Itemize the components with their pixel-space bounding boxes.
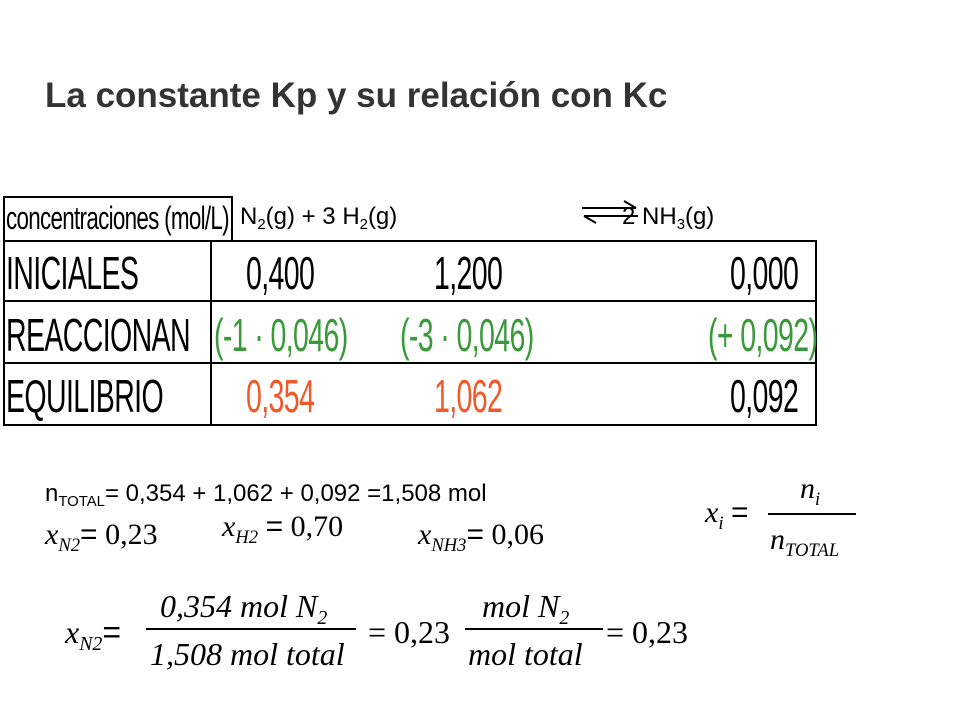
cell-text: 1,200	[434, 247, 503, 299]
equilibrium-arrow	[582, 200, 638, 224]
cell-text: (-3 · 0,046)	[400, 309, 534, 361]
equals: =	[265, 510, 284, 543]
cell: (+ 0,092)	[708, 308, 884, 362]
cell: (-1 · 0,046)	[214, 308, 430, 362]
text: 0,354 mol N	[160, 588, 318, 624]
value: 0,23	[105, 518, 158, 551]
subscript: N2	[58, 534, 81, 556]
denominator: nTOTAL	[770, 523, 839, 561]
numerator: 0,354 mol N2	[160, 588, 327, 629]
mole-fraction: xH2 = 0,70	[222, 510, 344, 548]
numerator: ni	[800, 472, 820, 510]
title: La constante Kp y su relación con Kc	[45, 76, 668, 115]
denominator: 1,508 mol total	[150, 636, 345, 672]
row-label: INICIALES	[6, 247, 139, 299]
cell: 0,000	[730, 246, 840, 300]
symbol: x	[45, 518, 59, 551]
formula-part: N	[240, 203, 258, 230]
denominator: mol total	[468, 636, 583, 672]
formula-subscript: 3	[676, 217, 685, 234]
subscript: i	[815, 488, 821, 510]
subscript: 2	[317, 606, 328, 629]
subscript: i	[718, 512, 724, 534]
subscript: TOTAL	[785, 539, 840, 561]
subscript: H2	[235, 526, 259, 548]
cell-text: (+ 0,092)	[708, 309, 818, 361]
cell: 0,354	[246, 369, 356, 423]
result: = 0,23	[368, 614, 451, 650]
symbol: x	[418, 518, 432, 551]
table-line	[3, 196, 5, 426]
row: EQUILIBRIO	[6, 369, 259, 423]
formula-subscript: 2	[257, 217, 266, 234]
mole-fraction: xN2= 0,23	[45, 518, 158, 556]
formula-part: (g) + 3 H	[265, 203, 360, 230]
equals: =	[102, 614, 122, 650]
equals: =	[466, 518, 484, 551]
equals: =	[731, 496, 749, 529]
header-text: concentraciones (mol/L)	[6, 200, 230, 236]
row: REACCIONAN	[6, 308, 303, 362]
fraction-bar	[768, 513, 856, 515]
row-label: REACCIONAN	[6, 309, 191, 361]
cell-text: 0,354	[246, 370, 315, 422]
row-label: EQUILIBRIO	[6, 370, 164, 422]
cell-text: 0,092	[730, 370, 799, 422]
table-line	[231, 196, 233, 240]
symbol: n	[45, 480, 59, 507]
table-header: concentraciones (mol/L)	[6, 200, 324, 237]
mole-fraction: xNH3= 0,06	[418, 518, 545, 556]
symbol: n	[800, 472, 815, 505]
value: 0,70	[290, 510, 344, 543]
fraction-bar	[465, 628, 603, 630]
cell: 1,200	[434, 246, 544, 300]
cell: 0,400	[246, 246, 356, 300]
cell-text: 1,062	[434, 370, 503, 422]
formula-subscript: 2	[359, 217, 368, 234]
total-line: nTOTAL= 0,354 + 1,062 + 0,092 =1,508 mol	[45, 480, 487, 511]
equals: =	[80, 518, 98, 551]
table-line	[3, 240, 817, 242]
table-line	[210, 240, 212, 424]
result: = 0,23	[606, 614, 689, 650]
cell-text: 0,000	[730, 247, 799, 299]
fraction-bar	[146, 628, 356, 630]
cell: 0,092	[730, 369, 840, 423]
subscript: 2	[559, 606, 570, 629]
table-line	[815, 240, 817, 424]
value: 0,06	[491, 518, 545, 551]
table-line	[3, 300, 817, 302]
symbol: x	[222, 510, 236, 543]
row: INICIALES	[6, 246, 219, 300]
symbol: x	[65, 614, 80, 650]
text: mol N	[482, 588, 560, 624]
formula-part: (g)	[684, 203, 715, 230]
numerator: mol N2	[482, 588, 569, 629]
cell-text: (-1 · 0,046)	[214, 309, 348, 361]
table-line	[3, 424, 817, 426]
calc-lhs: xN2=	[65, 614, 122, 655]
table-line	[3, 362, 817, 364]
expression: = 0,354 + 1,062 + 0,092 =1,508 mol	[104, 480, 487, 507]
subscript: TOTAL	[58, 494, 105, 511]
symbol: x	[705, 496, 719, 529]
symbol: n	[770, 523, 785, 556]
table-line	[3, 196, 233, 198]
formula-part: (g)	[367, 203, 398, 230]
reaction-left: N2(g) + 3 H2(g)	[240, 203, 398, 234]
cell-text: 0,400	[246, 247, 315, 299]
cell: 1,062	[434, 369, 544, 423]
cell: (-3 · 0,046)	[400, 308, 616, 362]
subscript: NH3	[431, 534, 467, 556]
subscript: N2	[79, 632, 103, 655]
definition-lhs: xi =	[705, 496, 749, 534]
